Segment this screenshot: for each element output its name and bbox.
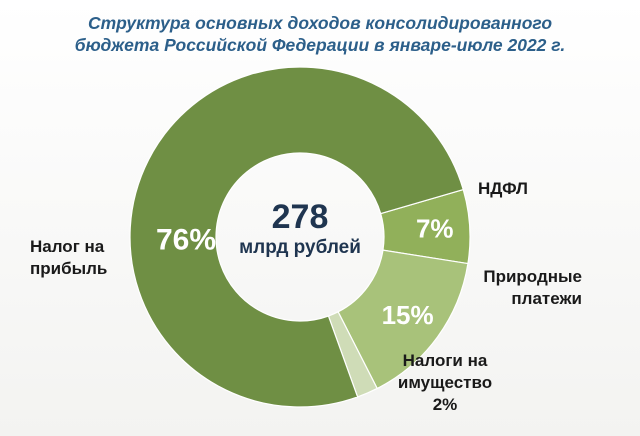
slice-label-ndfl: 7% [416, 214, 454, 244]
label-natural-line1: Природные [483, 267, 582, 286]
donut-center-total: 278 млрд рублей [220, 198, 380, 260]
label-natural-payments: Природные платежи [472, 266, 582, 310]
total-unit: млрд рублей [239, 237, 361, 258]
label-property-tax: Налоги на имущество 2% [380, 350, 510, 416]
label-ndfl: НДФЛ [478, 178, 528, 200]
chart-title-line1: Структура основных доходов консолидирова… [87, 13, 553, 33]
slice-label-profit-tax: 76% [156, 224, 216, 257]
label-profit-tax: Налог на прибыль [30, 236, 107, 280]
label-profit-tax-line1: Налог на [30, 237, 105, 256]
label-property-line1: Налоги на [402, 351, 488, 370]
label-property-line3: 2% [432, 395, 458, 414]
label-property-line2: имущество [397, 373, 493, 392]
slice-label-natural-payments: 15% [382, 300, 434, 330]
total-value: 278 [271, 198, 329, 236]
label-profit-tax-line2: прибыль [30, 259, 108, 278]
label-natural-line2: платежи [511, 289, 582, 308]
chart-title-line2: бюджета Российской Федерации в январе-ию… [74, 35, 566, 55]
label-ndfl-text: НДФЛ [478, 179, 528, 198]
slice-profit-tax [129, 66, 464, 408]
chart-title: Структура основных доходов консолидирова… [40, 12, 600, 56]
